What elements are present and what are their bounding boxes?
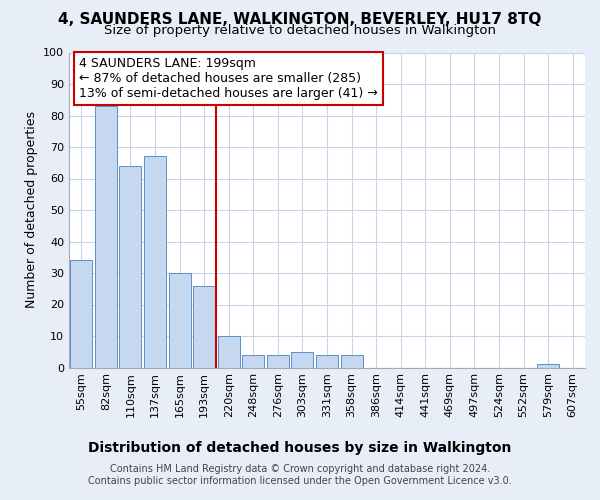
Text: Distribution of detached houses by size in Walkington: Distribution of detached houses by size … xyxy=(88,441,512,455)
Bar xyxy=(119,166,142,368)
Text: 4, SAUNDERS LANE, WALKINGTON, BEVERLEY, HU17 8TQ: 4, SAUNDERS LANE, WALKINGTON, BEVERLEY, … xyxy=(58,12,542,26)
Bar xyxy=(341,355,362,368)
Bar xyxy=(218,336,240,368)
Text: Contains public sector information licensed under the Open Government Licence v3: Contains public sector information licen… xyxy=(88,476,512,486)
Bar xyxy=(70,260,92,368)
Text: 4 SAUNDERS LANE: 199sqm
← 87% of detached houses are smaller (285)
13% of semi-d: 4 SAUNDERS LANE: 199sqm ← 87% of detache… xyxy=(79,57,378,100)
Bar xyxy=(242,355,265,368)
Bar xyxy=(193,286,215,368)
Bar xyxy=(316,355,338,368)
Bar xyxy=(95,106,117,368)
Y-axis label: Number of detached properties: Number of detached properties xyxy=(25,112,38,308)
Bar xyxy=(537,364,559,368)
Bar xyxy=(144,156,166,368)
Bar xyxy=(169,273,191,368)
Text: Size of property relative to detached houses in Walkington: Size of property relative to detached ho… xyxy=(104,24,496,37)
Text: Contains HM Land Registry data © Crown copyright and database right 2024.: Contains HM Land Registry data © Crown c… xyxy=(110,464,490,474)
Bar xyxy=(267,355,289,368)
Bar xyxy=(292,352,313,368)
